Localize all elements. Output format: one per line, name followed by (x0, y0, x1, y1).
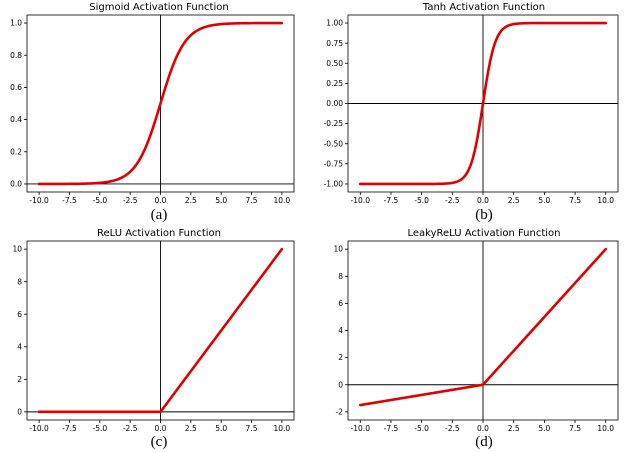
series-line-relu (37, 247, 284, 414)
x-tick-label: 0.0 (155, 424, 167, 433)
x-tick-label: -7.5 (62, 424, 77, 433)
x-tick-label: 5.0 (215, 424, 227, 433)
y-tick-label: -0.50 (324, 139, 344, 148)
chart-title: Tanh Activation Function (422, 2, 545, 13)
x-tick-label: 2.5 (508, 424, 520, 433)
y-tick-label: 0.0 (10, 180, 22, 189)
y-tick-label: -0.25 (324, 119, 344, 128)
y-tick-label: 6 (17, 310, 22, 319)
panel-caption: (b) (475, 207, 493, 223)
panel-d: LeakyReLU Activation Function -10.0 -7.5-… (333, 228, 619, 450)
x-tick-label: 7.5 (246, 424, 258, 433)
panel-caption: (a) (151, 207, 168, 223)
x-tick-label: -5.0 (92, 196, 107, 205)
y-tick-label: 10 (333, 245, 343, 254)
y-tick-label: 0.75 (326, 39, 343, 48)
y-tick-label: 0.6 (10, 83, 22, 92)
y-tick-label: 2 (338, 353, 343, 362)
y-tick-label: 0.4 (10, 115, 22, 124)
y-tick-label: 6 (338, 299, 343, 308)
x-tick-label: -5.0 (92, 424, 107, 433)
plot-area: -10.0 -7.5 -5.0 -2.5 0.0 2.5 5.0 7.5 10.0 -1.00 -0… (324, 14, 619, 205)
y-tick-label: 8 (338, 272, 343, 281)
x-tick-label: -10.0 (29, 196, 49, 205)
x-tick-label: 7.5 (569, 424, 581, 433)
x-tick-label: 2.5 (185, 196, 197, 205)
x-tick-label: 5.0 (538, 196, 550, 205)
panel-b: Tanh Activation Function -10.0 -7.5 -5.0 -2… (324, 2, 619, 223)
x-tick-label: 0.0 (155, 196, 167, 205)
series-line-leaky_relu (358, 247, 608, 407)
y-tick-label: 4 (17, 342, 22, 351)
x-tick-label: -2.5 (445, 196, 460, 205)
y-tick-label: 2 (17, 375, 22, 384)
x-tick-label: -7.5 (62, 196, 77, 205)
x-tick-label: -5.0 (414, 196, 429, 205)
x-tick-label: 0.0 (477, 424, 489, 433)
x-tick-label: -2.5 (445, 424, 460, 433)
y-tick-label: 0.25 (326, 79, 343, 88)
chart-title: LeakyReLU Activation Function (407, 228, 560, 239)
x-tick-label: 2.5 (508, 196, 520, 205)
y-tick-label: -2 (336, 407, 344, 416)
y-tick-label: -0.75 (324, 159, 344, 168)
x-tick-label: -10.0 (29, 424, 49, 433)
x-tick-label: 5.0 (215, 196, 227, 205)
x-tick-label: 7.5 (569, 196, 581, 205)
chart-title: Sigmoid Activation Function (89, 2, 228, 13)
x-tick-label: 2.5 (185, 424, 197, 433)
y-tick-label: -1.00 (324, 180, 344, 189)
y-tick-label: 0.50 (326, 59, 343, 68)
x-tick-label: -5.0 (414, 424, 429, 433)
series-line-sigmoid (37, 21, 284, 186)
x-tick-label: 5.0 (538, 424, 550, 433)
x-tick-label: -2.5 (123, 196, 138, 205)
plot-area: -10.0 -7.5 -5.0 -2.5 0.0 2.5 5.0 7.5 10.0 0.0 0.2 0… (10, 14, 295, 205)
y-tick-label: 0.8 (10, 51, 22, 60)
y-tick-label: 4 (338, 326, 343, 335)
x-tick-label: 10.0 (597, 424, 614, 433)
series-line-tanh (358, 21, 608, 186)
y-tick-label: 0.00 (326, 99, 343, 108)
panel-caption: (c) (151, 434, 168, 450)
panel-c: ReLU Activation Function -10.0 -7.5 -5.0 -2… (12, 228, 295, 450)
plot-area: -10.0 -7.5 -5.0 -2.5 0.0 2.5 5.0 7.5 10.0 0 2 4 6 8 10 (12, 240, 295, 433)
plot-area: -10.0 -7.5 -5.0 -2.5 0.0 2.5 5.0 7.5 10.0 -2 0 2 4 6 8… (333, 240, 619, 433)
panel-caption: (d) (475, 434, 493, 450)
x-tick-label: 10.0 (274, 196, 291, 205)
x-tick-label: -7.5 (384, 196, 399, 205)
x-tick-label: 7.5 (246, 196, 258, 205)
chart-title: ReLU Activation Function (97, 228, 221, 239)
x-tick-label: -7.5 (384, 424, 399, 433)
x-tick-label: -2.5 (123, 424, 138, 433)
y-tick-label: 1.0 (10, 19, 22, 28)
x-tick-label: -10.0 (351, 424, 371, 433)
y-tick-label: 1.00 (326, 19, 343, 28)
x-tick-label: 10.0 (597, 196, 614, 205)
y-tick-label: 0 (17, 407, 22, 416)
x-tick-label: 10.0 (274, 424, 291, 433)
y-tick-label: 0.2 (10, 147, 22, 156)
x-tick-label: 0.0 (477, 196, 489, 205)
y-tick-label: 0 (338, 380, 343, 389)
y-tick-label: 10 (12, 245, 22, 254)
y-tick-label: 8 (17, 277, 22, 286)
x-tick-label: -10.0 (351, 196, 371, 205)
panel-a: Sigmoid Activation Function -10.0 -7.5 -5.… (10, 2, 295, 223)
